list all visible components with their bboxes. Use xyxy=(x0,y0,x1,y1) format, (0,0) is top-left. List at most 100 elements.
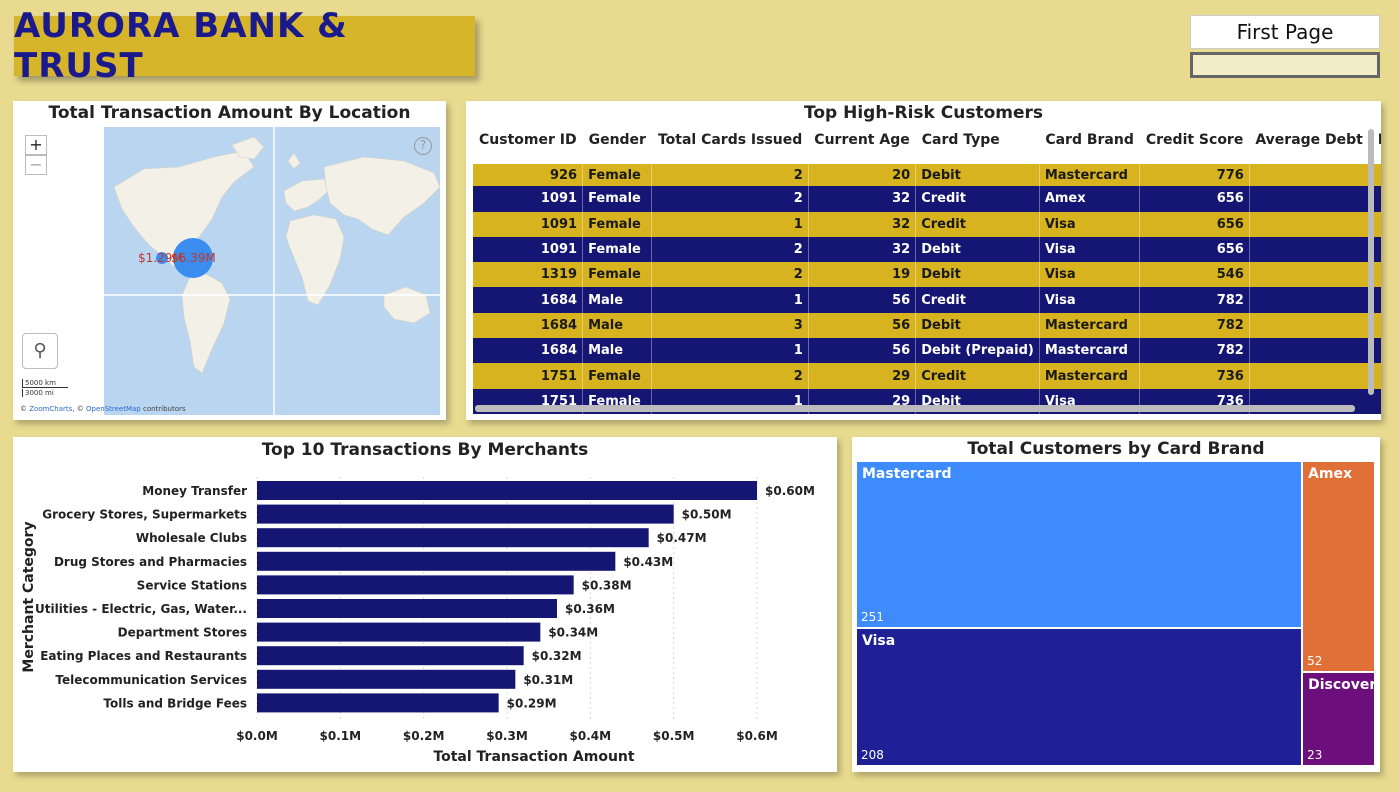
x-tick-label: $0.2M xyxy=(403,729,445,743)
world-map[interactable]: $1.29M $6.39M ? xyxy=(104,127,440,415)
horizontal-scrollbar[interactable] xyxy=(475,405,1355,412)
table-cell: 3.90 xyxy=(1249,262,1381,288)
table-cell: Mastercard xyxy=(1039,363,1141,389)
openstreetmap-link[interactable]: OpenStreetMap xyxy=(86,405,141,413)
bar[interactable] xyxy=(257,481,757,500)
column-header[interactable]: Card Brand xyxy=(1039,129,1140,162)
table-cell: Debit xyxy=(915,157,1040,187)
table-row[interactable]: 1091Female232CreditAmex6564.68 xyxy=(473,186,1381,212)
category-label: Service Stations xyxy=(137,578,247,592)
table-header-row: Customer ID Gender Total Cards Issued Curre… xyxy=(473,129,1381,162)
table-cell: 32 xyxy=(808,211,917,237)
bubble-label-small: $1.29M xyxy=(138,251,183,265)
tile-value: 23 xyxy=(1307,747,1323,762)
zoomcharts-link[interactable]: ZoomCharts xyxy=(29,405,73,413)
x-tick-label: $0.4M xyxy=(570,729,612,743)
location-map-panel: Total Transaction Amount By Location + −… xyxy=(13,101,446,420)
category-label: Grocery Stores, Supermarkets xyxy=(42,508,247,522)
x-axis-label: Total Transaction Amount xyxy=(433,749,634,765)
bar-value-label: $0.43M xyxy=(623,555,673,569)
table-cell: 782 xyxy=(1139,312,1250,339)
bar-value-label: $0.38M xyxy=(582,578,632,592)
table-cell: 32 xyxy=(808,186,917,212)
column-header[interactable]: Card Type xyxy=(915,129,1040,162)
treemap-tile[interactable]: Visa 208 xyxy=(856,627,1303,766)
table-cell: 20 xyxy=(808,157,917,187)
bank-title: AURORA BANK & TRUST xyxy=(14,6,348,86)
column-header[interactable]: Average Debt / Income Ratio xyxy=(1249,129,1381,162)
bar[interactable] xyxy=(257,575,574,595)
first-page-button[interactable]: First Page xyxy=(1190,15,1380,49)
category-label: Drug Stores and Pharmacies xyxy=(54,555,247,569)
column-header[interactable]: Customer ID xyxy=(473,129,583,162)
zoom-out-button[interactable]: − xyxy=(25,155,47,175)
table-cell: Credit xyxy=(915,186,1040,212)
bar-value-label: $0.31M xyxy=(523,673,573,687)
table-cell: Female xyxy=(582,186,653,212)
page-nav-slot[interactable] xyxy=(1190,52,1380,78)
table-cell: 1 xyxy=(651,287,809,313)
table-cell: Female xyxy=(582,211,653,237)
bar[interactable] xyxy=(257,693,499,713)
column-header[interactable]: Gender xyxy=(582,129,652,162)
table-cell: Visa xyxy=(1039,287,1141,313)
bar[interactable] xyxy=(257,622,541,642)
table-cell: 2 xyxy=(651,363,809,389)
table-row[interactable]: 1751Female229CreditMastercard7363.92 xyxy=(473,363,1381,389)
table-cell: 3.89 xyxy=(1249,338,1381,364)
table-row[interactable]: 1684Male356DebitMastercard7823.89 xyxy=(473,312,1381,339)
treemap-tile[interactable]: Mastercard 251 xyxy=(856,461,1303,628)
bar[interactable] xyxy=(257,646,524,666)
location-bubble-large[interactable] xyxy=(173,238,213,278)
table-row[interactable]: 1091Female232DebitVisa6564.68 xyxy=(473,236,1381,263)
table-cell: 656 xyxy=(1139,211,1250,237)
table-row[interactable]: 1319Female219DebitVisa5463.90 xyxy=(473,262,1381,288)
table-cell: Female xyxy=(582,363,653,389)
location-bubble-small[interactable] xyxy=(156,252,168,264)
table-cell: 56 xyxy=(808,287,917,313)
table-cell: 4.68 xyxy=(1249,211,1381,237)
table-row[interactable]: 926Female220DebitMastercard7764.98 xyxy=(473,157,1381,187)
category-label: Telecommunication Services xyxy=(55,673,247,687)
tile-label: Mastercard xyxy=(862,466,952,482)
bar-value-label: $0.60M xyxy=(765,484,815,498)
bar[interactable] xyxy=(257,528,649,548)
treemap-title: Total Customers by Card Brand xyxy=(967,439,1265,459)
x-tick-label: $0.5M xyxy=(653,729,695,743)
column-header[interactable]: Total Cards Issued xyxy=(651,129,809,162)
bar-value-label: $0.34M xyxy=(548,626,598,640)
bar[interactable] xyxy=(257,599,557,618)
table-cell: 546 xyxy=(1139,262,1250,288)
bar-value-label: $0.47M xyxy=(657,531,707,545)
bank-title-banner: AURORA BANK & TRUST xyxy=(14,6,475,86)
table-cell: 4.68 xyxy=(1249,236,1381,263)
bar[interactable] xyxy=(257,504,674,524)
high-risk-customers-panel: Top High-Risk Customers Customer ID Gende… xyxy=(466,101,1381,420)
x-tick-label: $0.3M xyxy=(486,729,528,743)
treemap: Mastercard 251 Visa 208 Amex 52 Discover 23 xyxy=(856,461,1376,766)
table-cell: Debit (Prepaid) xyxy=(915,338,1040,364)
scale-km: 5000 km xyxy=(22,379,68,388)
lasso-select-icon[interactable]: ⚲ xyxy=(22,333,58,369)
table-cell: Female xyxy=(582,157,653,187)
table-cell: 926 xyxy=(473,157,584,187)
treemap-tile[interactable]: Amex 52 xyxy=(1302,461,1375,673)
table-cell: 4.98 xyxy=(1249,157,1381,187)
help-icon[interactable]: ? xyxy=(414,137,432,155)
credit-suffix: contributors xyxy=(140,405,186,413)
world-map-svg xyxy=(104,127,440,415)
bar[interactable] xyxy=(257,669,516,689)
table-row[interactable]: 1091Female132CreditVisa6564.68 xyxy=(473,211,1381,237)
bar-value-label: $0.32M xyxy=(532,649,582,663)
column-header[interactable]: Credit Score xyxy=(1139,129,1250,162)
column-header[interactable]: Current Age xyxy=(808,129,916,162)
table-row[interactable]: 1684Male156CreditVisa7823.89 xyxy=(473,287,1381,313)
zoom-in-button[interactable]: + xyxy=(25,135,47,155)
table-cell: 736 xyxy=(1139,363,1250,389)
bar[interactable] xyxy=(257,551,616,571)
table-cell: 29 xyxy=(808,363,917,389)
table-cell: 1091 xyxy=(473,186,584,212)
vertical-scrollbar[interactable] xyxy=(1368,129,1374,395)
treemap-tile[interactable]: Discover 23 xyxy=(1302,672,1376,766)
